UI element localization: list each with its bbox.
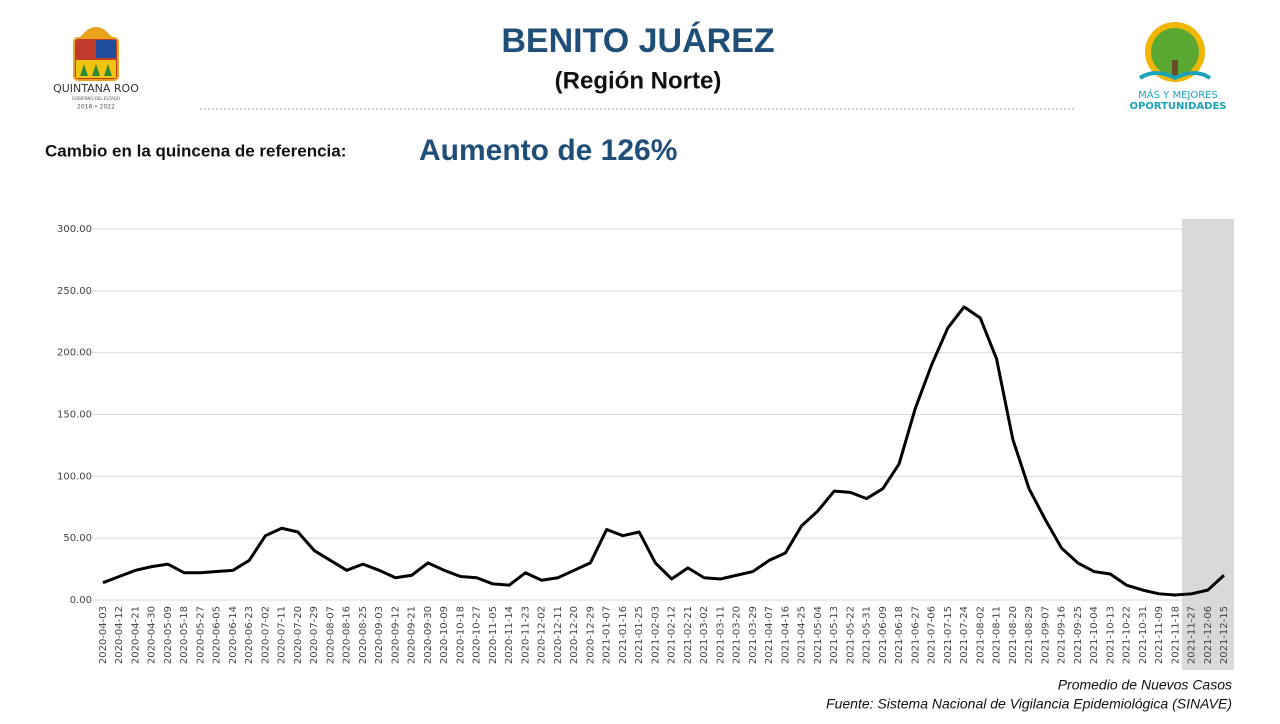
x-tick-label: 2020-07-11 [277,606,288,664]
x-tick-label: 2021-04-16 [780,606,791,664]
x-tick-label: 2020-10-27 [472,606,483,664]
logo-line2: OPORTUNIDADES [1130,101,1227,112]
x-tick-label: 2021-10-31 [1138,606,1149,664]
x-tick-label: 2020-04-12 [114,606,125,664]
x-tick-label: 2021-03-29 [748,606,759,664]
x-tick-label: 2021-02-21 [683,606,694,664]
x-tick-label: 2021-01-07 [602,606,613,664]
x-tick-label: 2020-04-03 [98,606,109,664]
x-tick-label: 2020-07-20 [293,606,304,664]
x-tick-label: 2020-10-18 [455,606,466,664]
summary-value: Aumento de 126% [419,134,677,167]
x-tick-label: 2020-06-05 [212,606,223,664]
x-tick-label: 2021-11-18 [1170,606,1181,664]
x-tick-label: 2021-07-06 [927,606,938,664]
x-tick-label: 2020-11-14 [504,606,515,664]
x-tick-label: 2020-08-25 [358,606,369,664]
x-tick-label: 2021-09-25 [1073,606,1084,664]
x-tick-label: 2021-05-04 [813,606,824,664]
x-tick-label: 2020-12-02 [537,606,548,664]
x-tick-label: 2020-12-11 [553,606,564,664]
subtitle: (Región Norte) [555,67,722,94]
x-tick-label: 2021-11-09 [1154,606,1165,664]
x-tick-label: 2020-04-21 [130,606,141,664]
x-tick-label: 2021-04-07 [764,606,775,664]
logo-name: QUINTANA ROO [53,82,139,95]
summary-label: Cambio en la quincena de referencia: [45,141,346,160]
source: Fuente: Sistema Nacional de Vigilancia E… [826,696,1232,712]
x-tick-label: 2021-07-15 [943,606,954,664]
x-tick-label: 2021-06-27 [910,606,921,664]
x-tick-label: 2020-05-18 [179,606,190,664]
y-tick-label: 250.00 [57,286,92,297]
state-logo: QUINTANA ROO GOBIERNO DEL ESTADO 2016 • … [53,27,139,111]
x-tick-label: 2020-06-23 [244,606,255,664]
program-logo: MÁS Y MEJORES OPORTUNIDADES [1130,22,1227,112]
x-tick-label: 2020-05-09 [163,606,174,664]
y-tick-label: 300.00 [57,224,92,235]
x-tick-label: 2021-01-16 [618,606,629,664]
x-tick-label: 2021-09-16 [1057,606,1068,664]
series-line [102,305,1226,597]
x-tick-label: 2021-10-22 [1122,606,1133,664]
y-tick-label: 150.00 [57,410,92,421]
x-tick-label: 2021-05-31 [862,606,873,664]
x-tick-label: 2020-11-05 [488,606,499,664]
x-tick-label: 2020-07-29 [309,606,320,664]
x-tick-label: 2021-02-12 [667,606,678,664]
x-tick-label: 2020-07-02 [260,606,271,664]
x-tick-label: 2020-12-20 [569,606,580,664]
x-tick-label: 2020-10-09 [439,606,450,664]
y-tick-label: 100.00 [57,471,92,482]
x-tick-label: 2021-10-13 [1105,606,1116,664]
x-tick-label: 2020-08-16 [342,606,353,664]
series-note: Promedio de Nuevos Casos [1058,677,1232,693]
x-tick-label: 2021-08-20 [1008,606,1019,664]
x-tick-label: 2020-04-30 [147,606,158,664]
logo-line1: MÁS Y MEJORES [1138,88,1218,101]
x-tick-label: 2021-12-06 [1203,606,1214,664]
x-tick-label: 2021-03-02 [699,606,710,664]
logo-years: 2016 • 2022 [77,104,115,111]
y-tick-label: 0.00 [70,595,92,606]
x-tick-label: 2021-04-25 [797,606,808,664]
x-tick-label: 2020-09-12 [390,606,401,664]
x-tick-label: 2021-09-07 [1040,606,1051,664]
x-tick-label: 2021-06-09 [878,606,889,664]
x-tick-label: 2021-07-24 [959,606,970,664]
x-tick-label: 2021-06-18 [894,606,905,664]
y-tick-label: 50.00 [63,533,92,544]
x-tick-label: 2020-12-29 [585,606,596,664]
x-tick-label: 2021-10-04 [1089,606,1100,664]
x-tick-label: 2020-08-07 [325,606,336,664]
x-tick-label: 2021-03-20 [732,606,743,664]
x-tick-label: 2020-09-30 [423,606,434,664]
logo-tagline: GOBIERNO DEL ESTADO [72,96,120,101]
x-tick-label: 2021-12-15 [1219,606,1230,664]
x-tick-label: 2021-05-13 [829,606,840,664]
x-tick-label: 2021-08-02 [975,606,986,664]
x-tick-label: 2021-11-27 [1187,606,1198,664]
highlight-band [1182,219,1234,670]
x-tick-label: 2020-06-14 [228,606,239,664]
chart: 0.00 50.00 100.00 150.00 200.00 250.00 300.00 2… [57,224,1234,664]
x-tick-label: 2021-08-29 [1024,606,1035,664]
x-tick-label: 2021-01-25 [634,606,645,664]
y-tick-label: 200.00 [57,348,92,359]
x-tick-label: 2021-05-22 [845,606,856,664]
x-tick-label: 2021-02-03 [650,606,661,664]
x-tick-label: 2021-03-11 [715,606,726,664]
x-tick-label: 2020-09-03 [374,606,385,664]
x-tick-label: 2021-08-11 [992,606,1003,664]
x-tick-label: 2020-05-27 [195,606,206,664]
x-tick-label: 2020-09-21 [407,606,418,664]
x-tick-label: 2020-11-23 [520,606,531,664]
title: BENITO JUÁREZ [501,22,774,60]
